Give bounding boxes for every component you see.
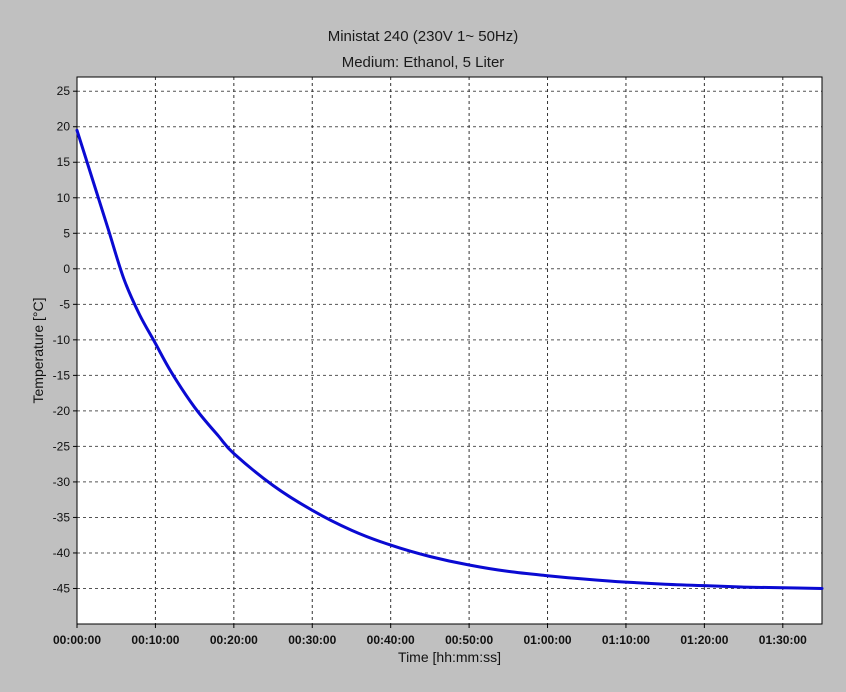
x-tick-label: 01:00:00 [524, 633, 572, 647]
y-tick-label: -30 [53, 475, 71, 489]
x-tick-label: 01:10:00 [602, 633, 650, 647]
x-tick-label: 00:40:00 [367, 633, 415, 647]
y-axis-title: Temperature [°C] [30, 298, 46, 404]
chart-title: Ministat 240 (230V 1~ 50Hz) [327, 28, 519, 45]
x-tick-label: 00:20:00 [210, 633, 258, 647]
plot-frame [76, 76, 823, 625]
y-tick-label: 15 [57, 155, 71, 169]
y-tick-label: -10 [53, 333, 71, 347]
y-tick-label: 20 [57, 120, 71, 134]
tick-labels: 25 20 15 10 5 0 -5 -10 -15 -20 -25 -30 -35 -40 -45 00:0… [53, 84, 807, 647]
y-tick-label: -5 [59, 297, 70, 311]
y-tick-label: 5 [63, 226, 70, 240]
x-tick-label: 01:20:00 [680, 633, 728, 647]
y-tick-label: -15 [53, 368, 71, 382]
series-line-0 [75, 128, 824, 590]
x-tick-label: 00:50:00 [445, 633, 493, 647]
plot-background [77, 77, 822, 624]
x-tick-label: 01:30:00 [759, 633, 807, 647]
x-tick-label: 00:00:00 [53, 633, 101, 647]
x-tick-label: 00:30:00 [288, 633, 336, 647]
y-tick-label: 25 [57, 84, 71, 98]
y-tick-label: -25 [53, 439, 71, 453]
grid [77, 77, 822, 624]
series [75, 128, 824, 590]
chart-subtitle: Medium: Ethanol, 5 Liter [341, 54, 505, 71]
y-tick-label: 0 [63, 262, 70, 276]
y-tick-label: 10 [57, 191, 71, 205]
y-tick-label: -20 [53, 404, 71, 418]
y-tick-label: -45 [53, 581, 71, 595]
y-tick-label: -40 [53, 546, 71, 560]
y-tick-label: -35 [53, 510, 71, 524]
x-axis-title: Time [hh:mm:ss] [398, 649, 501, 665]
axes [73, 76, 823, 628]
x-tick-label: 00:10:00 [131, 633, 179, 647]
